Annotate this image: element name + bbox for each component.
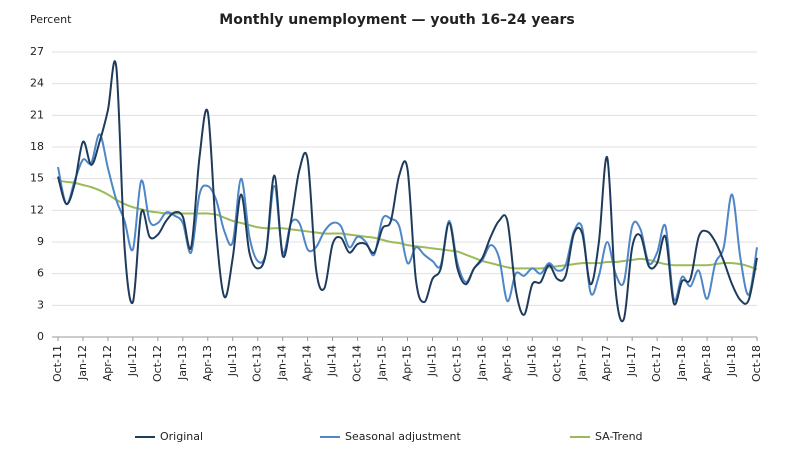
x-tick-label: Jan-18 (675, 345, 688, 381)
x-tick-label: Jan-16 (475, 345, 488, 381)
x-tick-label: Oct-15 (450, 345, 463, 382)
x-tick-label: Jul-17 (625, 345, 638, 377)
y-tick-label: 21 (30, 108, 44, 121)
x-tick-label: Jul-12 (126, 345, 139, 377)
x-tick-label: Jul-16 (525, 345, 538, 377)
x-tick-label: Oct-18 (750, 345, 763, 382)
x-tick-label: Apr-17 (600, 345, 613, 381)
x-tick-label: Jul-14 (326, 345, 339, 377)
x-tick-label: Oct-17 (650, 345, 663, 382)
x-tick-label: Jan-14 (276, 345, 289, 381)
x-tick-label: Jul-13 (226, 345, 239, 377)
x-tick-label: Jul-18 (725, 345, 738, 377)
x-tick-label: Apr-15 (401, 345, 414, 381)
x-tick-label: Oct-12 (151, 345, 164, 382)
x-tick-label: Jan-12 (76, 345, 89, 381)
y-tick-label: 0 (37, 330, 44, 343)
y-tick-label: 6 (37, 267, 44, 280)
series-line (57, 60, 758, 323)
x-tick-label: Apr-14 (301, 345, 314, 381)
y-tick-label: 3 (37, 298, 44, 311)
series-line (57, 179, 758, 271)
x-tick-label: Oct-13 (251, 345, 264, 382)
x-tick-label: Jul-15 (425, 345, 438, 377)
x-tick-label: Jan-13 (176, 345, 189, 381)
y-tick-label: 12 (30, 203, 44, 216)
x-tick-label: Oct-16 (550, 345, 563, 382)
legend-label: SA-Trend (595, 430, 643, 443)
y-tick-label: 15 (30, 172, 44, 185)
x-tick-label: Oct-14 (351, 345, 364, 382)
y-axis-label: Percent (30, 13, 72, 26)
y-tick-label: 27 (30, 45, 44, 58)
series-line (57, 133, 758, 303)
x-tick-label: Apr-18 (700, 345, 713, 381)
x-tick-label: Jan-15 (376, 345, 389, 381)
x-tick-label: Jan-17 (575, 345, 588, 381)
legend-label: Original (160, 430, 203, 443)
x-tick-label: Apr-12 (101, 345, 114, 381)
y-tick-label: 18 (30, 140, 44, 153)
x-tick-label: Apr-16 (500, 345, 513, 381)
x-tick-label: Apr-13 (201, 345, 214, 381)
x-tick-label: Oct-11 (51, 345, 64, 382)
y-tick-label: 9 (37, 235, 44, 248)
y-tick-label: 24 (30, 77, 44, 90)
chart-title: Monthly unemployment — youth 16–24 years (219, 12, 574, 28)
legend-label: Seasonal adjustment (345, 430, 461, 443)
